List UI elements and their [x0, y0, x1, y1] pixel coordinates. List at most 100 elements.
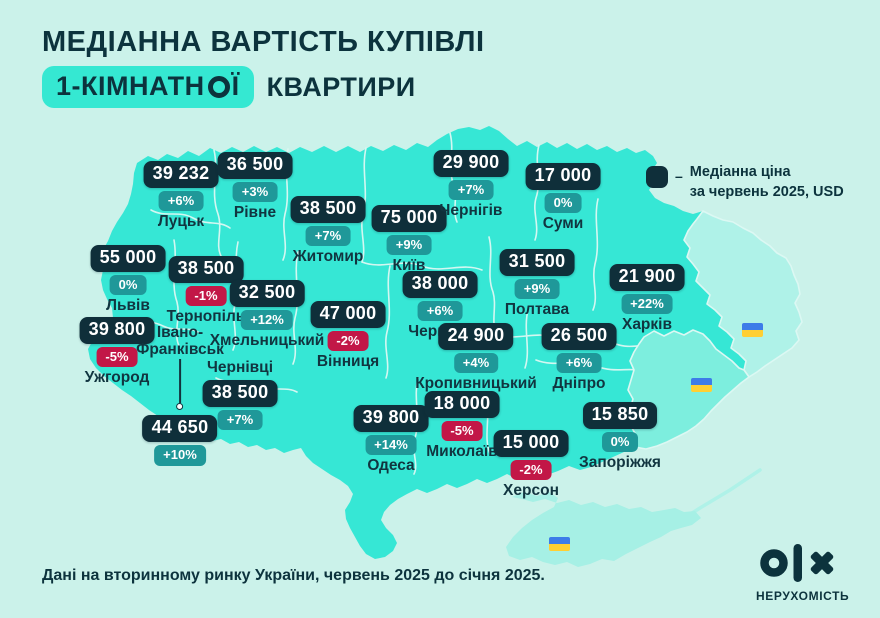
city-name: Київ [392, 257, 426, 275]
room-type-badge: 1-КІМНАТН Ї [42, 66, 254, 108]
change-badge: +4% [453, 352, 499, 374]
page-title-line2: 1-КІМНАТН Ї КВАРТИРИ [42, 66, 416, 108]
price-value: 17 000 [525, 163, 601, 190]
change-badge: +6% [158, 190, 204, 212]
price-value: 38 500 [168, 256, 244, 283]
city-label-odesa: 39 800 +14% Одеса [353, 405, 429, 475]
city-name: Львів [106, 297, 150, 315]
region-luhansk [683, 210, 803, 378]
price-value: 24 900 [438, 323, 514, 350]
city-label-ivano-frankivsk: Івано- Франківськ 44 650 +10% [136, 322, 224, 466]
city-name: Чернівці [206, 359, 274, 376]
city-name: Ужгород [84, 369, 150, 387]
data-source-note: Дані на вторинному ринку України, червен… [42, 567, 545, 584]
change-badge: +7% [448, 179, 494, 201]
leader-dot-icon [176, 403, 184, 411]
legend-marker-icon [646, 166, 668, 188]
price-value: 39 232 [143, 161, 219, 188]
city-label-uzhhorod: 39 800 -5% Ужгород [79, 317, 155, 387]
city-name: Миколаїв [426, 443, 498, 461]
city-label-zaporizhzhia: 15 850 0% Запоріжжя [579, 402, 661, 472]
price-value: 26 500 [541, 323, 617, 350]
city-name: Дніпро [552, 375, 606, 393]
city-label-khmelnytskyi: 32 500 +12% Хмельницький [209, 280, 325, 350]
price-value: 32 500 [229, 280, 305, 307]
change-badge: +6% [556, 352, 602, 374]
city-name: Кропивницький [415, 375, 537, 393]
price-value: 39 800 [79, 317, 155, 344]
city-label-kyiv: 75 000 +9% Київ [371, 205, 447, 275]
price-value: 75 000 [371, 205, 447, 232]
change-badge: +7% [217, 409, 263, 431]
city-name: Вінниця [316, 353, 380, 371]
leader-line [179, 359, 181, 404]
ukraine-flag-icon-luhansk [742, 323, 763, 337]
price-value: 31 500 [499, 249, 575, 276]
olx-logo-label: НЕРУХОМІСТЬ [756, 589, 850, 603]
price-value: 15 850 [582, 402, 658, 429]
room-badge-prefix: 1-КІМНАТН [56, 71, 205, 101]
city-name: Херсон [503, 482, 559, 500]
city-label-lviv: 55 000 0% Львів [90, 245, 166, 315]
change-badge: -5% [441, 420, 483, 442]
ukraine-flag-icon-crimea [549, 537, 570, 551]
city-name: Полтава [504, 301, 570, 319]
city-name: Рівне [233, 204, 277, 222]
price-value: 55 000 [90, 245, 166, 272]
page-title-line1: МЕДІАННА ВАРТІСТЬ КУПІВЛІ [42, 26, 485, 58]
city-label-chernivtsi: Чернівці 38 500 +7% [202, 359, 278, 431]
city-name: Житомир [292, 248, 364, 266]
legend-line2: за червень 2025, USD [689, 184, 844, 201]
price-value: 38 500 [290, 196, 366, 223]
city-label-lutsk: 39 232 +6% Луцьк [143, 161, 219, 231]
price-value: 29 900 [433, 150, 509, 177]
change-badge: +12% [241, 309, 293, 331]
city-label-ternopil: 38 500 -1% Тернопіль [166, 256, 246, 326]
price-value: 15 000 [493, 430, 569, 457]
price-value: 38 500 [202, 379, 278, 407]
price-value: 44 650 [142, 415, 218, 443]
change-badge: +22% [621, 293, 673, 315]
oblast-borders [117, 132, 657, 475]
city-name: Суми [542, 215, 584, 233]
city-label-kherson: 15 000 -2% Херсон [493, 430, 569, 500]
legend-text: Медіанна ціна за червень 2025, USD [690, 162, 844, 203]
change-badge: +7% [305, 225, 351, 247]
city-label-chernihiv: 29 900 +7% Чернігів [433, 150, 509, 220]
price-value: 47 000 [310, 301, 386, 328]
city-label-mykolaiv: 18 000 -5% Миколаїв [424, 391, 500, 461]
city-label-rivne: 36 500 +3% Рівне [217, 152, 293, 222]
price-value: 18 000 [424, 391, 500, 418]
change-badge: +9% [386, 234, 432, 256]
change-badge: -1% [185, 285, 227, 307]
stylized-o-icon [207, 75, 230, 98]
page-title-rest: КВАРТИРИ [266, 71, 416, 102]
city-label-poltava: 31 500 +9% Полтава [499, 249, 575, 319]
city-name: Одеса [367, 457, 415, 475]
city-label-kropyvnytskyi: 24 900 +4% Кропивницький [415, 323, 537, 393]
change-badge: +10% [154, 445, 206, 466]
change-badge: 0% [601, 431, 639, 453]
ukraine-flag-icon-donetsk [691, 378, 712, 392]
change-badge: 0% [109, 274, 147, 296]
price-value: 36 500 [217, 152, 293, 179]
change-badge: +14% [365, 434, 417, 456]
change-badge: 0% [544, 192, 582, 214]
city-name: Луцьк [157, 213, 205, 231]
city-label-sumy: 17 000 0% Суми [525, 163, 601, 233]
city-name: Чернігів [439, 202, 503, 220]
legend-dash: – [675, 168, 683, 184]
region-donetsk [627, 329, 750, 450]
city-name: Тернопіль [166, 308, 246, 326]
city-label-dnipro: 26 500 +6% Дніпро [541, 323, 617, 393]
legend-line1: Медіанна ціна [689, 164, 791, 180]
city-name: Харків [621, 316, 673, 334]
olx-logo-icon [760, 544, 834, 582]
change-badge: -5% [96, 346, 138, 368]
change-badge: +3% [232, 181, 278, 203]
price-value: 39 800 [353, 405, 429, 432]
city-name: Хмельницький [209, 332, 325, 350]
city-name: Запоріжжя [579, 454, 661, 472]
